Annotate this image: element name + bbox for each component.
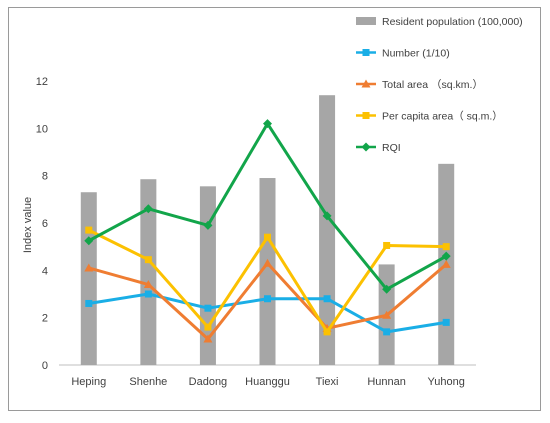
data-point: [441, 259, 451, 268]
data-point: [442, 243, 450, 251]
legend-label: Per capita area（ sq.m.）: [382, 111, 503, 123]
data-point: [204, 304, 212, 312]
legend-marker: [361, 142, 371, 152]
legend: Resident population (100,000) Number (1/1…: [356, 16, 523, 154]
data-point: [442, 318, 450, 326]
y-tick-label: 6: [42, 218, 48, 230]
data-point: [84, 236, 94, 246]
legend-label: Number (1/10): [382, 48, 450, 60]
legend-label: Total area （sq.km.）: [382, 79, 483, 91]
x-tick-label: Dadong: [189, 376, 228, 388]
y-tick-label: 0: [42, 360, 48, 372]
data-point: [263, 258, 272, 267]
legend-swatch: [356, 17, 376, 25]
data-point: [264, 233, 271, 241]
legend-label: RQI: [382, 142, 401, 154]
legend-item: Resident population (100,000): [356, 16, 523, 28]
bar: [140, 179, 157, 365]
bar-layer: [80, 95, 455, 365]
legend-item: Per capita area（ sq.m.）: [356, 111, 503, 123]
data-point: [143, 280, 153, 289]
data-point: [323, 295, 331, 303]
data-point: [144, 290, 152, 298]
data-point: [203, 220, 213, 230]
data-point: [203, 334, 213, 343]
legend-marker: [362, 49, 370, 56]
y-tick-label: 2: [42, 313, 48, 325]
data-point: [264, 295, 271, 303]
data-point: [382, 284, 392, 294]
data-point: [441, 251, 451, 261]
y-tick-label: 4: [42, 265, 48, 277]
x-tick-label: Yuhong: [428, 376, 465, 388]
data-point: [263, 119, 272, 129]
legend-marker: [362, 112, 370, 119]
data-point: [383, 328, 391, 336]
data-point: [322, 211, 332, 221]
x-tick-label: Huanggu: [245, 376, 290, 388]
data-point: [144, 256, 152, 264]
data-point: [382, 310, 392, 319]
x-tick-label: Tiexi: [316, 376, 339, 388]
legend-marker: [361, 79, 371, 88]
bar: [259, 178, 276, 365]
line-layer: [84, 119, 451, 343]
legend-item: RQI: [356, 142, 401, 154]
y-axis-title: Index value: [22, 197, 34, 253]
legend-label: Resident population (100,000): [382, 16, 523, 28]
x-tick-label: Heping: [71, 376, 106, 388]
y-tick-label: 8: [42, 171, 48, 183]
legend-item: Total area （sq.km.）: [356, 79, 483, 91]
x-tick-label: Shenhe: [129, 376, 167, 388]
y-tick-label: 12: [36, 76, 48, 88]
data-point: [204, 323, 212, 331]
axis-layer: 0 2 4 6 8 10 12 Heping Shenhe Dadong Huanggu Tiexi H…: [36, 76, 476, 388]
data-point: [85, 226, 93, 234]
data-point: [85, 299, 93, 307]
bar: [80, 192, 97, 365]
data-point: [84, 263, 94, 272]
y-tick-label: 10: [36, 123, 48, 135]
data-point: [383, 241, 391, 249]
data-point: [143, 204, 153, 214]
x-tick-label: Hunnan: [367, 376, 406, 388]
data-point: [323, 328, 331, 336]
legend-item: Number (1/10): [356, 48, 450, 60]
